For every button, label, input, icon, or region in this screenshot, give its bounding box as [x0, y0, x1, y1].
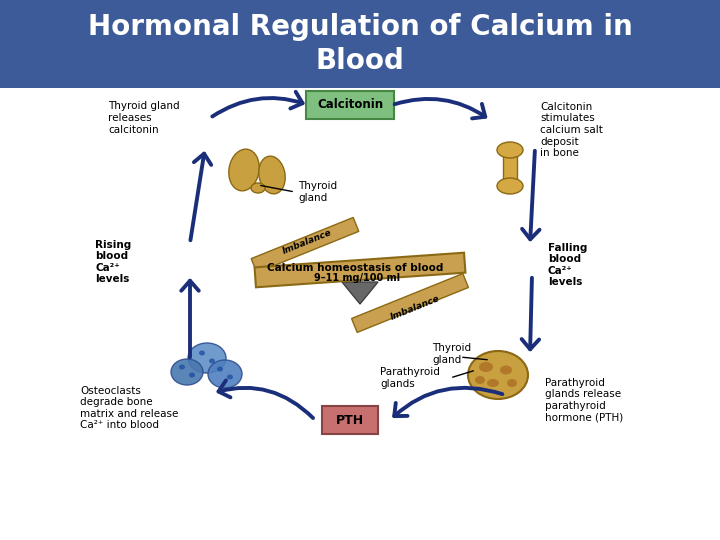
Ellipse shape — [208, 360, 242, 388]
FancyBboxPatch shape — [322, 406, 378, 434]
Text: Calcitonin: Calcitonin — [317, 98, 383, 111]
Ellipse shape — [189, 373, 195, 377]
Ellipse shape — [227, 375, 233, 380]
Polygon shape — [351, 274, 469, 333]
Text: Parathyroid
glands: Parathyroid glands — [380, 367, 440, 389]
Text: Parathyroid
glands release
parathyroid
hormone (PTH): Parathyroid glands release parathyroid h… — [545, 377, 624, 422]
FancyBboxPatch shape — [0, 0, 720, 88]
Ellipse shape — [507, 379, 517, 387]
Ellipse shape — [229, 149, 259, 191]
Text: Imbalance: Imbalance — [389, 294, 441, 322]
Ellipse shape — [179, 364, 185, 369]
Ellipse shape — [188, 343, 226, 373]
Ellipse shape — [497, 178, 523, 194]
Ellipse shape — [487, 379, 499, 387]
Text: Falling
blood
Ca²⁺
levels: Falling blood Ca²⁺ levels — [548, 242, 588, 287]
Text: Osteoclasts
degrade bone
matrix and release
Ca²⁺ into blood: Osteoclasts degrade bone matrix and rele… — [80, 386, 179, 430]
Text: PTH: PTH — [336, 414, 364, 427]
Ellipse shape — [251, 183, 265, 193]
Polygon shape — [342, 282, 378, 304]
Text: Thyroid
gland: Thyroid gland — [432, 343, 471, 365]
Ellipse shape — [171, 359, 203, 385]
Text: Thyroid
gland: Thyroid gland — [298, 181, 337, 203]
Polygon shape — [251, 218, 359, 273]
Ellipse shape — [475, 376, 485, 384]
Text: Imbalance: Imbalance — [281, 228, 333, 256]
Ellipse shape — [479, 362, 493, 372]
Text: Thyroid gland
releases
calcitonin: Thyroid gland releases calcitonin — [108, 102, 179, 134]
Ellipse shape — [468, 351, 528, 399]
Text: Calcitonin
stimulates
calcium salt
deposit
in bone: Calcitonin stimulates calcium salt depos… — [540, 102, 603, 158]
Ellipse shape — [209, 359, 215, 363]
Ellipse shape — [500, 366, 512, 375]
Text: 9–11 mg/100 ml: 9–11 mg/100 ml — [314, 273, 400, 283]
Polygon shape — [255, 253, 465, 287]
Ellipse shape — [258, 156, 285, 194]
Ellipse shape — [217, 367, 223, 372]
Ellipse shape — [199, 350, 205, 355]
Bar — [503, 150, 517, 186]
Ellipse shape — [497, 142, 523, 158]
Text: Calcium homeostasis of blood: Calcium homeostasis of blood — [267, 263, 444, 273]
Text: Rising
blood
Ca²⁺
levels: Rising blood Ca²⁺ levels — [95, 240, 131, 285]
Text: Hormonal Regulation of Calcium in
Blood: Hormonal Regulation of Calcium in Blood — [88, 13, 632, 75]
FancyBboxPatch shape — [306, 91, 394, 119]
